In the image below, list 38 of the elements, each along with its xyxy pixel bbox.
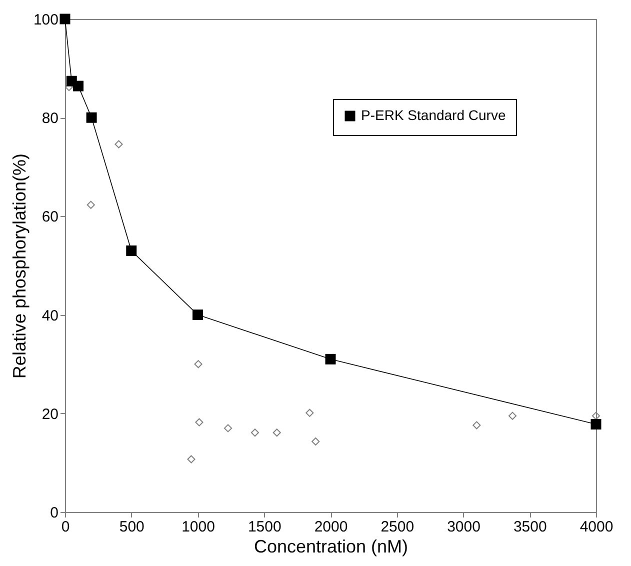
point — [192, 310, 203, 320]
x-tick-label: 3500 — [513, 518, 547, 536]
x-tick-label: 4000 — [580, 518, 614, 536]
point — [592, 412, 600, 420]
point — [194, 360, 202, 368]
x-tick-label: 500 — [119, 518, 144, 536]
point — [250, 428, 259, 437]
y-axis-title: Relative phosphorylation(%) — [9, 153, 30, 379]
point — [195, 418, 204, 426]
x-tick-label: 1500 — [248, 518, 282, 536]
x-tick-label: 2000 — [314, 518, 348, 536]
x-tick-label: 1000 — [182, 518, 215, 536]
point — [306, 408, 314, 417]
legend-label: P-ERK Standard Curve — [361, 107, 506, 123]
x-tick-label: 2500 — [380, 518, 414, 536]
point — [590, 419, 602, 430]
point — [325, 354, 336, 364]
y-tick-label: 60 — [42, 208, 58, 226]
point — [86, 112, 97, 123]
point — [60, 14, 70, 24]
point — [187, 455, 196, 464]
y-tick-label: 40 — [42, 307, 58, 324]
point — [508, 412, 517, 420]
x-tick-label: 3000 — [447, 518, 480, 536]
point — [114, 140, 123, 148]
point — [86, 200, 95, 209]
x-axis-title: Concentration (nM) — [254, 536, 408, 556]
y-tick-label: 20 — [42, 406, 58, 423]
y-tick-label: 0 — [50, 504, 58, 522]
x-tick-label: 0 — [61, 518, 70, 536]
point — [73, 80, 84, 92]
point — [224, 424, 232, 432]
y-tick-label: 100 — [33, 12, 58, 28]
point — [126, 245, 137, 256]
y-tick-label: 80 — [42, 110, 58, 128]
point — [272, 428, 281, 437]
point — [312, 437, 320, 446]
point — [472, 421, 481, 430]
